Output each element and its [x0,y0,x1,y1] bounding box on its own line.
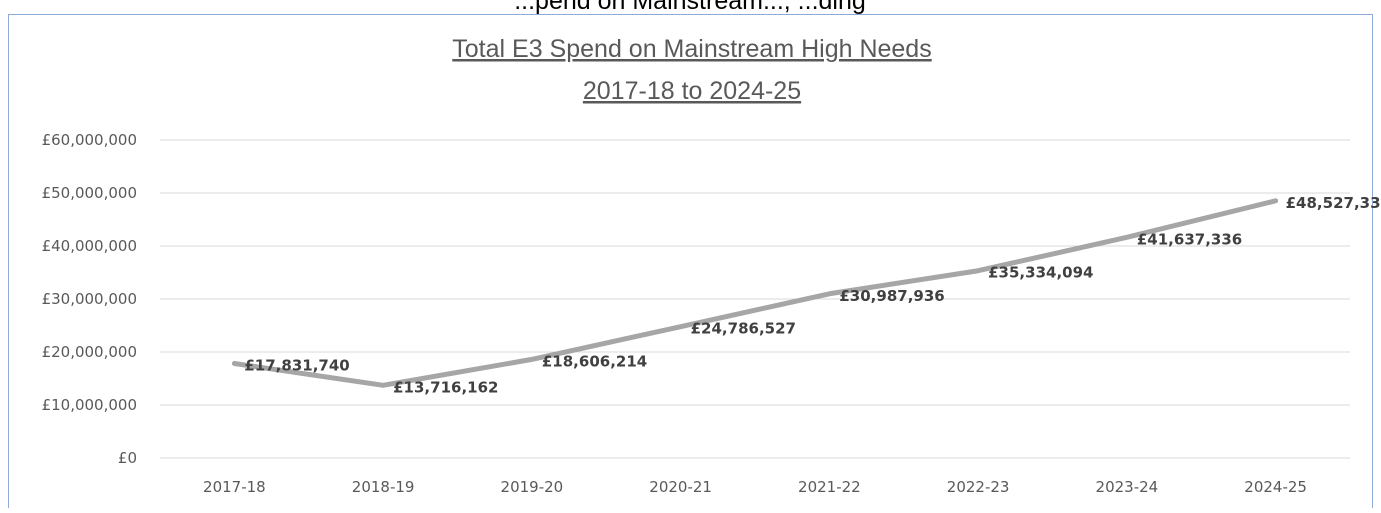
gridlines [160,139,1350,459]
x-tick-label: 2017-18 [203,478,266,496]
data-label: £13,716,162 [393,378,498,396]
x-axis-tick-labels: 2017-18 2018-19 2019-20 2020-21 2021-22 2022-… [203,478,1307,496]
y-tick-label: £30,000,000 [42,290,137,308]
x-tick-label: 2024-25 [1244,478,1307,496]
series-line [231,198,1279,388]
data-label: £35,334,094 [988,264,1093,282]
data-label: £17,831,740 [244,356,349,374]
data-label: £41,637,336 [1137,230,1242,248]
x-tick-label: 2022-23 [947,478,1010,496]
chart-subtitle: 2017-18 to 2024-25 [583,77,801,105]
chart-frame [8,14,1373,513]
data-label: £24,786,527 [691,320,796,338]
y-tick-label: £10,000,000 [42,396,137,414]
data-label: £18,606,214 [542,352,647,370]
top-cut-text: ...pend on Mainstream..., ...ding [514,0,866,15]
x-tick-label: 2021-22 [798,478,861,496]
x-tick-label: 2020-21 [649,478,712,496]
y-tick-label: £60,000,000 [42,131,137,149]
data-labels: £17,831,740 £13,716,162 £18,606,214 £24,786… [244,194,1381,396]
y-tick-label: £40,000,000 [42,237,137,255]
data-label: £30,987,936 [839,287,944,305]
y-tick-label: £20,000,000 [42,343,137,361]
series-line-group [231,198,1279,388]
y-axis-tick-labels: £0 £10,000,000 £20,000,000 £30,000,000 £40,0… [42,131,137,467]
x-tick-label: 2018-19 [352,478,415,496]
chart-title: Total E3 Spend on Mainstream High Needs [452,35,931,63]
y-tick-label: £0 [118,449,137,467]
x-tick-label: 2023-24 [1096,478,1159,496]
x-tick-label: 2019-20 [501,478,564,496]
y-tick-label: £50,000,000 [42,184,137,202]
data-label: £48,527,332 [1286,194,1381,212]
